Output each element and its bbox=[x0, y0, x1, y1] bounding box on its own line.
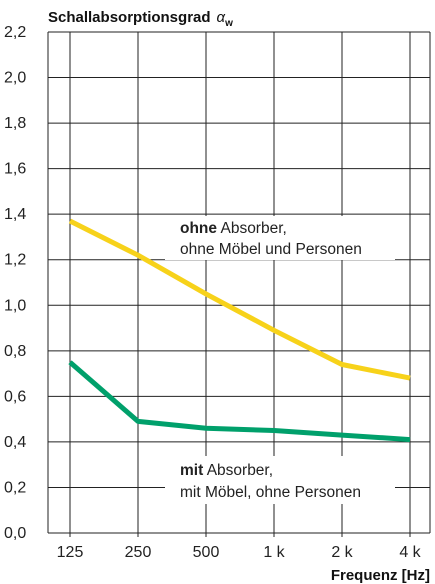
x-tick-label: 4 k bbox=[399, 544, 421, 561]
x-tick-label: 500 bbox=[193, 544, 220, 561]
annotation-line2-mit: mit Möbel, ohne Personen bbox=[180, 484, 361, 501]
annotation-line2-ohne: ohne Möbel und Personen bbox=[180, 241, 362, 258]
x-tick-label: 125 bbox=[57, 544, 84, 561]
x-tick-label: 2 k bbox=[331, 544, 353, 561]
y-tick-label: 1,6 bbox=[4, 161, 26, 178]
x-tick-label: 250 bbox=[125, 544, 152, 561]
y-tick-label: 2,2 bbox=[4, 24, 26, 41]
y-tick-label: 1,4 bbox=[4, 206, 26, 223]
annotation-line1-mit: mit Absorber, bbox=[180, 462, 273, 479]
y-tick-label: 1,2 bbox=[4, 252, 26, 269]
y-axis-title: Schallabsorptionsgrad αw bbox=[48, 9, 233, 29]
series-lines bbox=[68, 218, 411, 443]
annotation-background-ohne bbox=[165, 216, 395, 260]
y-tick-label: 0,6 bbox=[4, 388, 26, 405]
y-tick-label: 0,2 bbox=[4, 479, 26, 496]
series-line-mit bbox=[68, 360, 411, 443]
y-tick-label: 0,8 bbox=[4, 343, 26, 360]
y-tick-label: 1,0 bbox=[4, 297, 26, 314]
y-tick-label: 1,8 bbox=[4, 115, 26, 132]
y-tick-label: 0,4 bbox=[4, 434, 26, 451]
x-tick-label: 1 k bbox=[263, 544, 285, 561]
series-line-ohne bbox=[68, 218, 411, 381]
annotation-line1-ohne: ohne Absorber, bbox=[180, 220, 287, 237]
grid bbox=[47, 31, 431, 537]
y-tick-label: 0,0 bbox=[4, 525, 26, 542]
annotation-background-mit bbox=[165, 456, 395, 504]
y-tick-labels: 0,0 0,2 0,4 0,6 0,8 1,0 1,2 1,4 1,6 1,8 2,0 2,2 bbox=[4, 24, 26, 542]
annotations: ohne Absorber, ohne Möbel und Personen mit… bbox=[165, 216, 395, 504]
y-tick-label: 2,0 bbox=[4, 70, 26, 87]
x-axis-title: Frequenz [Hz] bbox=[331, 567, 430, 584]
x-tick-labels: 125 250 500 1 k 2 k 4 k bbox=[57, 544, 422, 561]
